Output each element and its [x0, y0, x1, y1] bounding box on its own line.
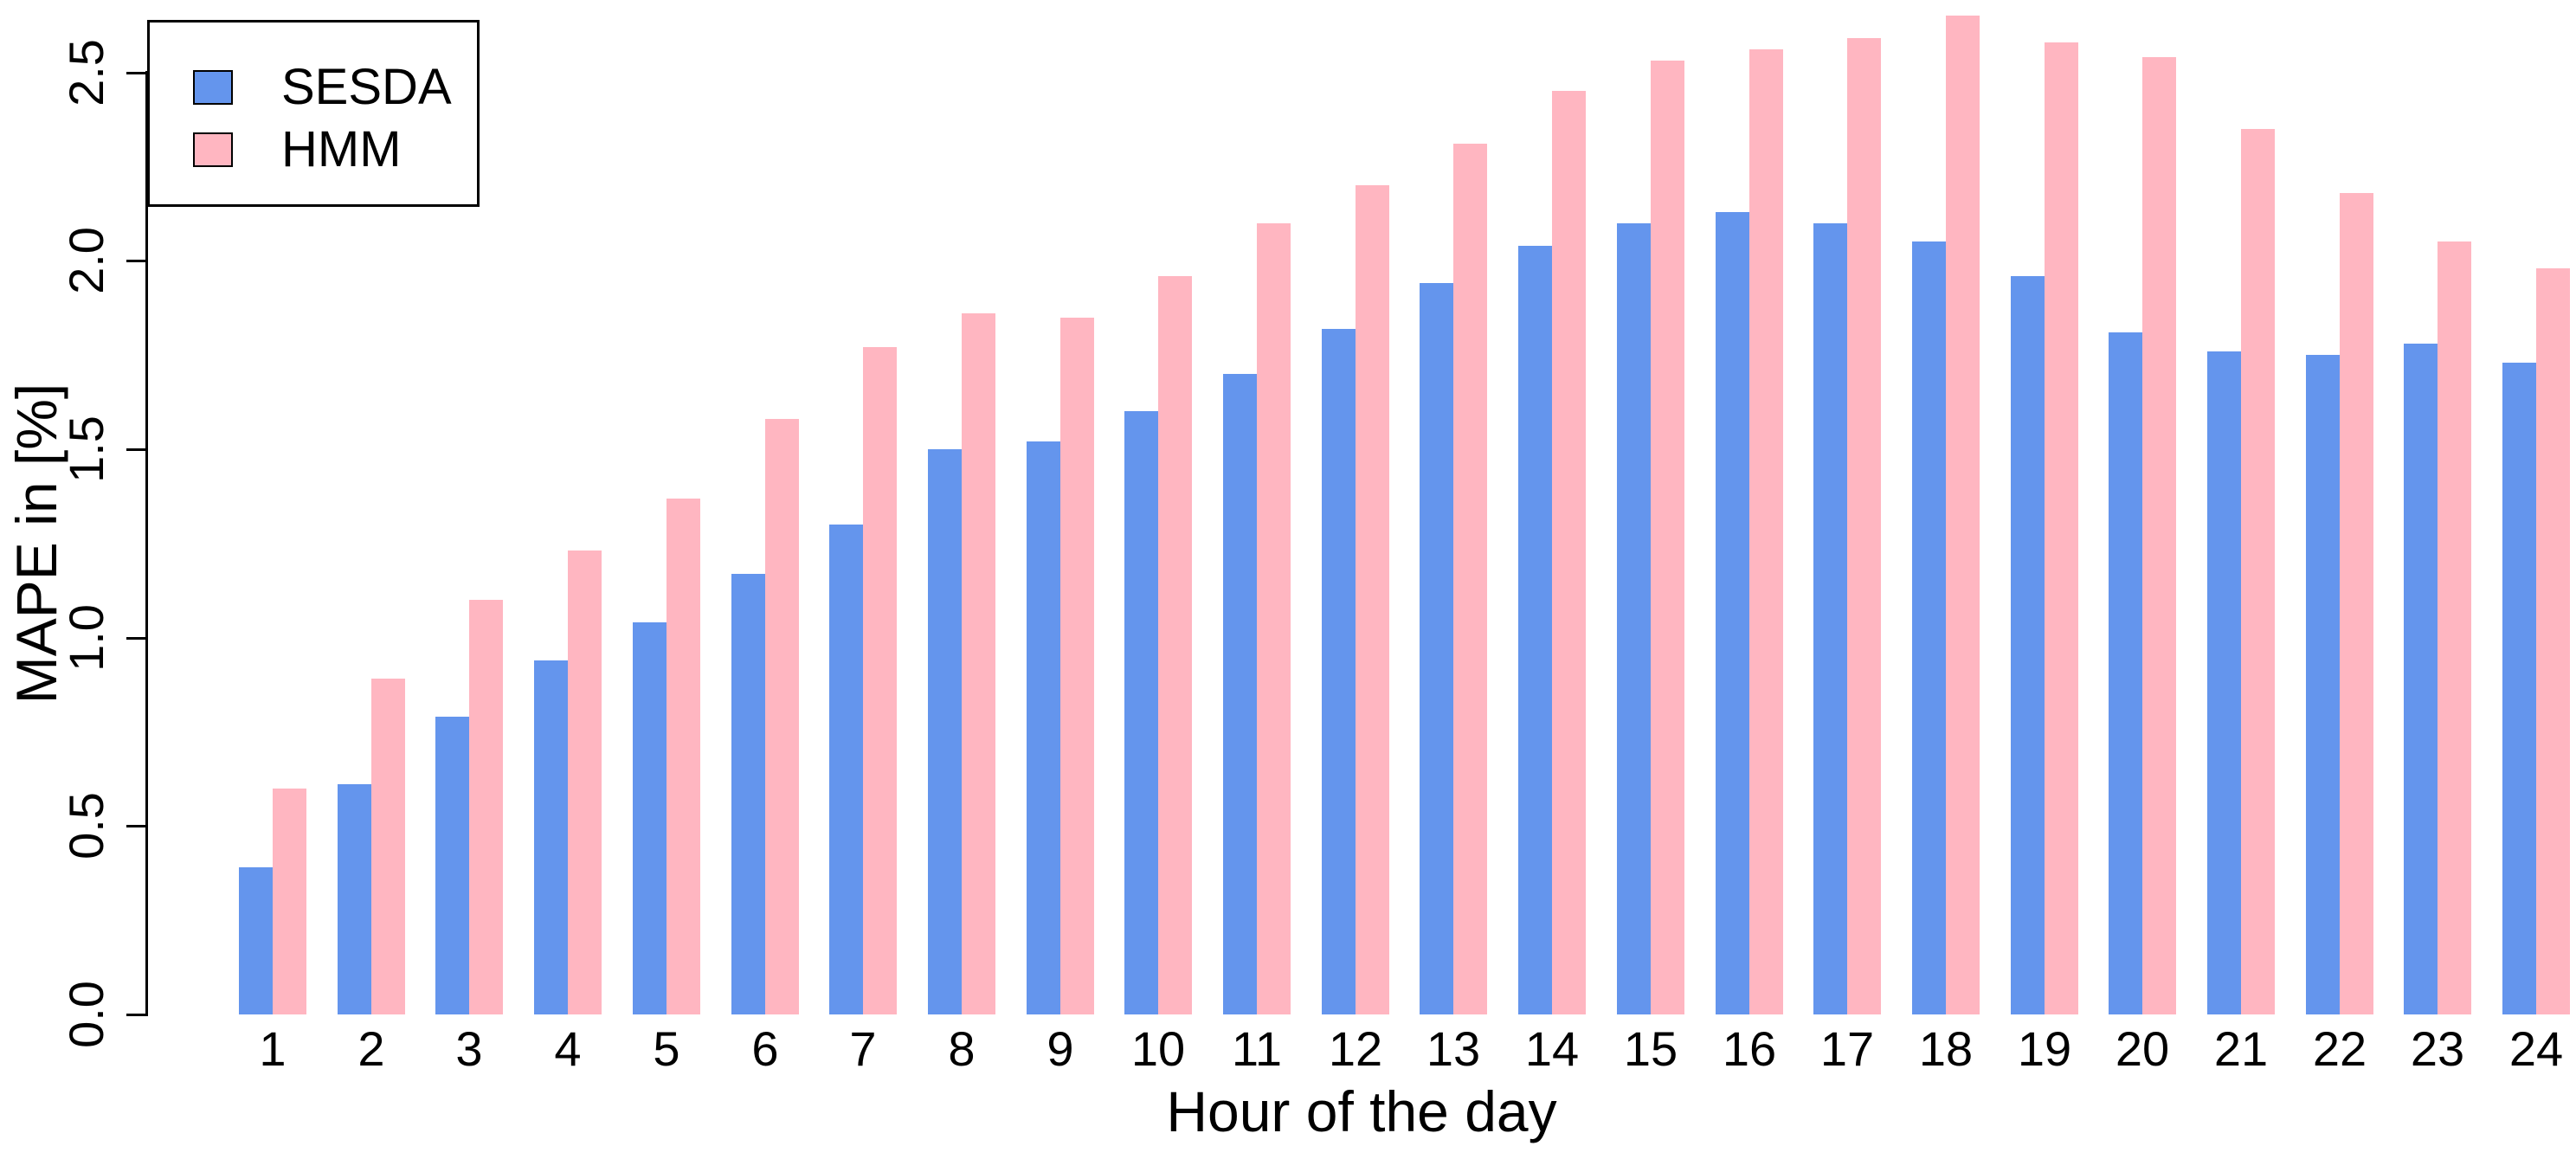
bar-hmm-hour-9 [1060, 318, 1094, 1014]
legend: SESDA HMM [147, 20, 480, 207]
bar-sesda-hour-5 [633, 622, 667, 1014]
x-tick-label: 6 [751, 1021, 779, 1076]
bar-hmm-hour-15 [1651, 61, 1684, 1014]
bar-hmm-hour-8 [962, 313, 995, 1014]
y-tick-mark [126, 1014, 147, 1016]
bar-sesda-hour-12 [1322, 329, 1356, 1014]
x-tick-label: 9 [1046, 1021, 1074, 1076]
bar-hmm-hour-5 [667, 499, 700, 1014]
bar-hmm-hour-11 [1257, 223, 1291, 1014]
x-tick-label: 12 [1328, 1021, 1383, 1076]
x-tick-label: 21 [2213, 1021, 2269, 1076]
legend-label-hmm: HMM [281, 121, 402, 177]
bar-sesda-hour-11 [1223, 374, 1257, 1014]
bar-sesda-hour-10 [1124, 411, 1158, 1014]
bar-hmm-hour-4 [568, 551, 602, 1014]
bar-hmm-hour-22 [2340, 193, 2373, 1014]
bar-hmm-hour-6 [765, 419, 799, 1014]
y-tick-mark [126, 825, 147, 827]
bar-sesda-hour-1 [239, 867, 273, 1014]
bar-hmm-hour-17 [1847, 38, 1881, 1014]
bar-sesda-hour-19 [2011, 276, 2045, 1014]
x-tick-label: 5 [653, 1021, 680, 1076]
bar-sesda-hour-7 [829, 525, 863, 1014]
x-tick-label: 23 [2410, 1021, 2465, 1076]
y-tick-label: 0.0 [59, 981, 113, 1048]
bar-hmm-hour-10 [1158, 276, 1192, 1014]
bar-hmm-hour-19 [2045, 42, 2078, 1014]
y-axis-title: MAPE in [%] [4, 383, 68, 705]
x-tick-label: 20 [2115, 1021, 2170, 1076]
sesda-swatch-icon [193, 70, 233, 105]
bar-hmm-hour-12 [1356, 185, 1389, 1014]
x-tick-label: 3 [455, 1021, 483, 1076]
bar-sesda-hour-13 [1420, 283, 1453, 1014]
bar-hmm-hour-21 [2241, 129, 2275, 1014]
x-tick-label: 22 [2312, 1021, 2367, 1076]
x-tick-label: 11 [1231, 1021, 1283, 1076]
y-tick-label: 1.5 [59, 415, 113, 483]
y-tick-label: 2.5 [59, 39, 113, 106]
y-tick-label: 0.5 [59, 792, 113, 860]
bar-sesda-hour-6 [731, 574, 765, 1014]
y-tick-label: 2.0 [59, 227, 113, 294]
x-tick-label: 17 [1819, 1021, 1875, 1076]
bar-hmm-hour-1 [273, 789, 306, 1014]
x-tick-label: 10 [1130, 1021, 1186, 1076]
bar-sesda-hour-2 [338, 784, 371, 1014]
x-tick-label: 14 [1524, 1021, 1580, 1076]
x-tick-label: 18 [1918, 1021, 1974, 1076]
hmm-swatch-icon [193, 132, 233, 167]
x-tick-label: 8 [948, 1021, 976, 1076]
bar-sesda-hour-20 [2109, 332, 2142, 1014]
bar-sesda-hour-14 [1518, 246, 1552, 1014]
bar-sesda-hour-22 [2306, 355, 2340, 1014]
bar-sesda-hour-16 [1716, 212, 1749, 1014]
bar-sesda-hour-23 [2404, 344, 2438, 1014]
bar-sesda-hour-9 [1027, 441, 1060, 1014]
y-tick-mark [126, 260, 147, 262]
bar-sesda-hour-8 [928, 449, 962, 1014]
y-tick-mark [126, 448, 147, 451]
bar-hmm-hour-2 [371, 679, 405, 1014]
bar-hmm-hour-14 [1552, 91, 1586, 1014]
x-tick-label: 13 [1426, 1021, 1481, 1076]
x-tick-label: 19 [2017, 1021, 2072, 1076]
bar-sesda-hour-21 [2207, 351, 2241, 1014]
y-tick-label: 1.0 [59, 604, 113, 672]
legend-item-sesda: SESDA [193, 62, 452, 113]
x-tick-label: 4 [554, 1021, 582, 1076]
bar-sesda-hour-15 [1617, 223, 1651, 1014]
x-tick-label: 1 [259, 1021, 287, 1076]
x-tick-label: 7 [849, 1021, 877, 1076]
x-tick-label: 16 [1722, 1021, 1777, 1076]
bar-hmm-hour-18 [1946, 16, 1980, 1014]
bar-sesda-hour-3 [435, 717, 469, 1014]
bar-sesda-hour-17 [1813, 223, 1847, 1014]
bar-hmm-hour-13 [1453, 144, 1487, 1014]
y-tick-mark [126, 637, 147, 640]
x-tick-label: 24 [2508, 1021, 2564, 1076]
bar-hmm-hour-23 [2438, 241, 2471, 1014]
bar-hmm-hour-20 [2142, 57, 2176, 1014]
y-axis-line [145, 71, 148, 1016]
bar-hmm-hour-24 [2536, 268, 2570, 1014]
bar-sesda-hour-4 [534, 660, 568, 1014]
legend-label-sesda: SESDA [281, 59, 452, 115]
bar-hmm-hour-3 [469, 600, 503, 1014]
x-tick-label: 15 [1623, 1021, 1678, 1076]
y-tick-mark [126, 72, 147, 74]
x-tick-label: 2 [357, 1021, 385, 1076]
legend-item-hmm: HMM [193, 125, 402, 175]
x-axis-title: Hour of the day [1166, 1079, 1557, 1143]
bar-sesda-hour-18 [1912, 241, 1946, 1014]
bar-hmm-hour-7 [863, 347, 897, 1014]
bar-hmm-hour-16 [1749, 49, 1783, 1014]
bar-sesda-hour-24 [2502, 363, 2536, 1014]
